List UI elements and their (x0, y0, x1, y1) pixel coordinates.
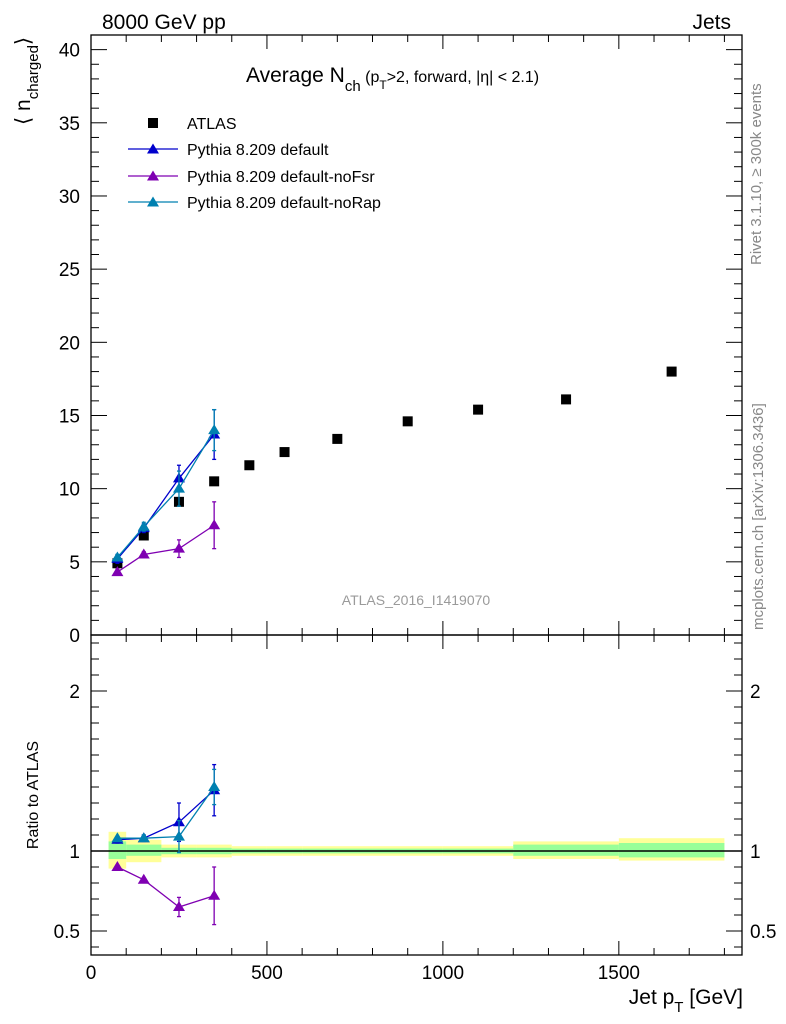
main-point-data (402, 416, 413, 427)
main-y-tick-label: 0 (69, 626, 80, 647)
main-y-tick-label: 20 (59, 333, 80, 354)
x-tick-label: 1000 (422, 963, 464, 984)
legend-label-norap: Pythia 8.209 default-noRap (187, 195, 381, 212)
main-point-noFsr (111, 566, 124, 577)
ratio-y-tick-label-right: 0.5 (750, 922, 776, 943)
ratio-y-tick-label: 0.5 (54, 922, 80, 943)
watermark-label: ATLAS_2016_I1419070 (342, 592, 491, 608)
chart-title: Average Nch (pT>2, forward, |η| < 2.1) (246, 64, 539, 95)
legend-marker-atlas (148, 118, 158, 128)
main-y-tick-label: 15 (59, 406, 80, 427)
xlabel-unit: [GeV] (683, 986, 743, 1009)
main-point-noFsr (172, 542, 185, 553)
main-y-tick-label: 10 (59, 480, 80, 501)
main-point-data (209, 476, 220, 487)
ratio-y-axis-label: Ratio to ATLAS (25, 741, 42, 849)
main-point-data (244, 460, 255, 471)
ratio-y-tick-label: 1 (69, 842, 80, 863)
legend: ATLAS Pythia 8.209 default Pythia 8.209 … (128, 116, 381, 212)
title-sub2: T (379, 78, 387, 92)
header-right-label: Jets (692, 11, 731, 34)
legend-label-atlas: ATLAS (187, 116, 237, 133)
ratio-point-noRap (111, 832, 124, 843)
x-tick-label: 0 (86, 963, 97, 984)
header-left-label: 8000 GeV pp (102, 11, 226, 34)
main-point-data (138, 530, 149, 541)
ratio-plot-frame (90, 634, 743, 956)
ratio-band-inner (513, 844, 619, 856)
main-point-noRap (208, 424, 221, 435)
main-point-data (332, 433, 343, 444)
main-line-default (116, 434, 215, 560)
ratio-point-noFsr (137, 873, 150, 884)
main-point-data (279, 447, 290, 458)
main-point-noRap (111, 551, 124, 562)
ylabel-sub: charged (25, 45, 42, 99)
main-point-data (473, 404, 484, 415)
mcplots-side-label: mcplots.cern.ch [arXiv:1306.3436] (750, 403, 767, 630)
ratio-band-inner (108, 841, 127, 859)
x-tick-label: 1500 (598, 963, 640, 984)
legend-marker-default (147, 143, 159, 154)
main-line-noFsr (117, 524, 215, 573)
ratio-band-inner (618, 843, 725, 858)
ratio-point-noRap (208, 781, 221, 791)
ratio-point-noRap (172, 830, 185, 841)
ylabel-main: ⟨ n (12, 99, 35, 125)
title-rest: >2, forward, |η| < 2.1) (387, 69, 539, 86)
main-y-tick-label: 40 (59, 41, 80, 62)
xlabel-sub: T (674, 999, 683, 1016)
main-y-tick-label: 5 (69, 553, 80, 574)
ratio-point-noRap (137, 832, 150, 843)
ratio-y-tick-label-right: 1 (750, 842, 761, 863)
x-axis-label: Jet pT [GeV] (629, 986, 743, 1016)
main-y-tick-label: 30 (59, 187, 80, 208)
main-point-noFsr (137, 548, 150, 559)
x-tick-label: 500 (251, 963, 283, 984)
ratio-y-tick-label: 2 (69, 682, 80, 703)
main-y-tick-label: 25 (59, 260, 80, 281)
ratio-line-default (117, 789, 215, 841)
title-mid: (p (361, 69, 380, 86)
ratio-band-inner (126, 844, 162, 856)
ratio-point-noFsr (208, 889, 221, 900)
ratio-y-tick-label-right: 2 (750, 682, 761, 703)
ratio-line-noRap (117, 786, 215, 839)
main-point-noRap (137, 520, 150, 531)
legend-label-nofsr: Pythia 8.209 default-noFsr (187, 169, 375, 186)
legend-marker-norap (147, 196, 159, 207)
xlabel-main: Jet p (629, 986, 675, 1009)
ratio-line-noFsr (117, 866, 215, 908)
title-sub1: ch (345, 78, 361, 95)
ylabel-close: ⟩ (12, 37, 35, 45)
main-point-noRap (172, 482, 185, 493)
main-y-axis-label: ⟨ ncharged⟩ (12, 37, 42, 125)
ratio-point-noFsr (172, 901, 185, 911)
title-main: Average N (246, 64, 345, 87)
rivet-side-label: Rivet 3.1.10, ≥ 300k events (748, 83, 765, 265)
main-point-noFsr (208, 519, 221, 530)
main-point-data (561, 394, 572, 405)
main-y-tick-label: 35 (59, 114, 80, 135)
legend-label-default: Pythia 8.209 default (187, 142, 329, 159)
main-point-data (666, 366, 677, 377)
legend-marker-nofsr (147, 170, 159, 181)
main-line-noRap (116, 429, 215, 558)
ratio-point-noFsr (111, 861, 124, 871)
